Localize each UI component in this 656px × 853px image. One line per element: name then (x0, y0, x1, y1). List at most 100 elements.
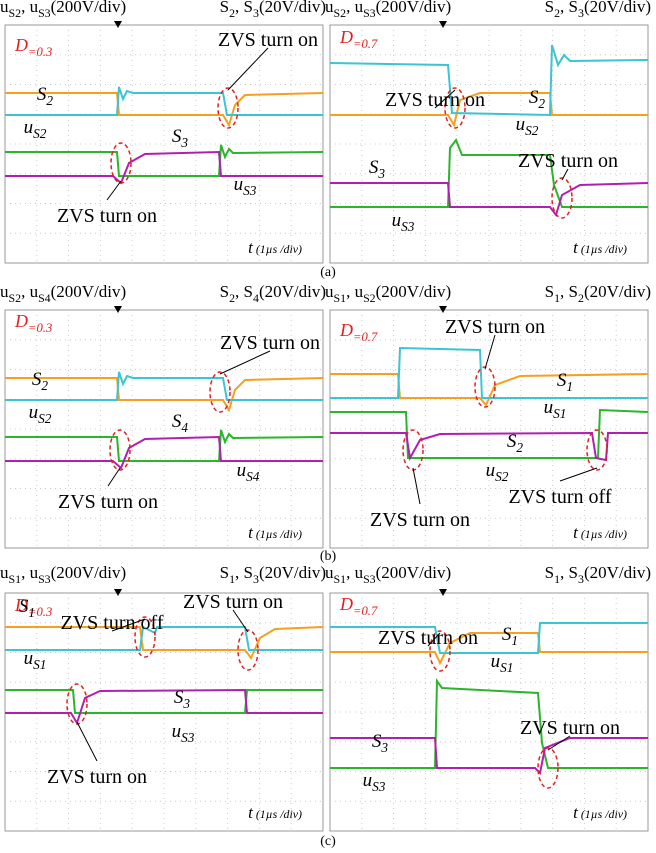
zvs-annotation: ZVS turn on (218, 29, 318, 51)
text-run: , u (346, 0, 364, 16)
text-run: u (544, 397, 554, 418)
zvs-annotation: ZVS turn off (61, 612, 164, 634)
text-run: S2 (9, 291, 22, 305)
text-run: u (491, 651, 501, 672)
text-run: =0.3 (28, 321, 52, 335)
text-run: (200V/div) (51, 282, 127, 301)
zvs-annotation: ZVS turn on (47, 766, 147, 788)
caption: (a) (320, 265, 336, 280)
text-run: , u (21, 282, 39, 301)
text-run: S (545, 282, 554, 301)
text-run: S (369, 157, 379, 178)
text-run: u (486, 460, 496, 481)
text-run: S (545, 0, 554, 16)
text-run: S2 (495, 469, 509, 484)
text-run: (20V/div) (584, 0, 651, 16)
text-run: S1 (553, 406, 566, 421)
text-run: =0.7 (353, 37, 378, 51)
text-run: =0.7 (353, 604, 378, 618)
text-run: =0.7 (353, 330, 378, 344)
header-left: uS2, uS3(200V/div) (325, 0, 451, 20)
text-run: u (29, 402, 39, 423)
zvs-annotation: ZVS turn on (385, 89, 485, 111)
text-run: S (502, 624, 512, 645)
text-run: 3 (380, 740, 388, 755)
text-run: , u (346, 282, 364, 301)
text-run: S4 (246, 469, 260, 484)
zvs-annotation: ZVS turn on (518, 150, 618, 172)
text-run: S3 (401, 219, 415, 234)
text-run: S1 (9, 572, 22, 586)
text-run: S1 (500, 660, 513, 675)
text-run: (200V/div) (376, 282, 452, 301)
text-run: (20V/div) (584, 282, 651, 301)
text-run: 1 (566, 379, 573, 394)
header-right: S2, S3(20V/div) (545, 0, 651, 20)
text-run: (20V/div) (259, 282, 326, 301)
text-run: S (220, 282, 229, 301)
text-run: 2 (538, 96, 545, 111)
zvs-annotation: ZVS turn on (58, 491, 158, 513)
text-run: S3 (38, 6, 51, 20)
text-run: , S (235, 563, 253, 582)
text-run: S1 (334, 572, 347, 586)
text-run: (200V/div) (376, 0, 452, 16)
text-run: u (24, 117, 34, 138)
text-run: S2 (525, 123, 539, 138)
text-run: S (545, 563, 554, 582)
zvs-annotation: ZVS turn on (57, 205, 157, 227)
text-run: S (19, 596, 29, 617)
text-run: 3 (180, 135, 188, 150)
text-run: 3 (377, 166, 385, 181)
text-run: u (363, 770, 373, 791)
text-run: S3 (363, 572, 376, 586)
text-run: 2 (41, 378, 48, 393)
header-left: uS1, uS2(200V/div) (325, 282, 451, 305)
text-run: (200V/div) (376, 563, 452, 582)
scope-panel: D=0.7S1uS1S2uS2ZVS turn onZVS turn onZVS… (330, 306, 648, 548)
text-run: S1 (334, 291, 347, 305)
figure: (a)D=0.3S2uS2S3uS3ZVS turn onZVS turn on… (0, 0, 656, 853)
text-run: (20V/div) (259, 0, 326, 16)
text-run: S (507, 431, 517, 452)
header-right: S1, S3(20V/div) (545, 563, 651, 586)
text-run: S3 (38, 572, 51, 586)
text-run: S3 (181, 730, 195, 745)
text-run: u (234, 174, 244, 195)
text-run: (1µs /div) (253, 242, 302, 256)
text-run: , u (21, 563, 39, 582)
text-run: (1µs /div) (253, 527, 302, 541)
text-run: S3 (372, 779, 386, 794)
text-run: S (172, 411, 182, 432)
scope-panel: D=0.3S2uS2S4uS4ZVS turn onZVS turn ont (… (5, 306, 323, 548)
text-run: S (220, 563, 229, 582)
text-run: , S (560, 0, 578, 16)
header-left: uS1, uS3(200V/div) (325, 563, 451, 586)
caption: (b) (320, 549, 337, 564)
text-run: u (172, 721, 182, 742)
text-run: (200V/div) (51, 563, 127, 582)
text-run: D (14, 311, 28, 331)
text-run: S2 (334, 6, 347, 20)
text-run: 1 (28, 605, 35, 620)
text-run: D (339, 594, 353, 614)
zvs-annotation: ZVS turn on (220, 332, 320, 354)
zvs-annotation: ZVS turn on (370, 509, 470, 531)
text-run: 2 (516, 440, 523, 455)
text-run: (1µs /div) (253, 807, 302, 821)
header-left: uS2, uS3(200V/div) (0, 0, 126, 20)
zvs-annotation: ZVS turn off (509, 486, 612, 508)
zvs-annotation: ZVS turn on (183, 591, 283, 613)
zvs-annotation: ZVS turn on (445, 316, 545, 338)
text-run: , u (346, 563, 364, 582)
text-run: =0.3 (28, 45, 52, 59)
text-run: 3 (182, 696, 190, 711)
text-run: S3 (363, 6, 376, 20)
text-run: (1µs /div) (578, 807, 627, 821)
text-run: S (557, 370, 567, 391)
text-run: S (32, 369, 42, 390)
text-run: u (516, 114, 526, 135)
